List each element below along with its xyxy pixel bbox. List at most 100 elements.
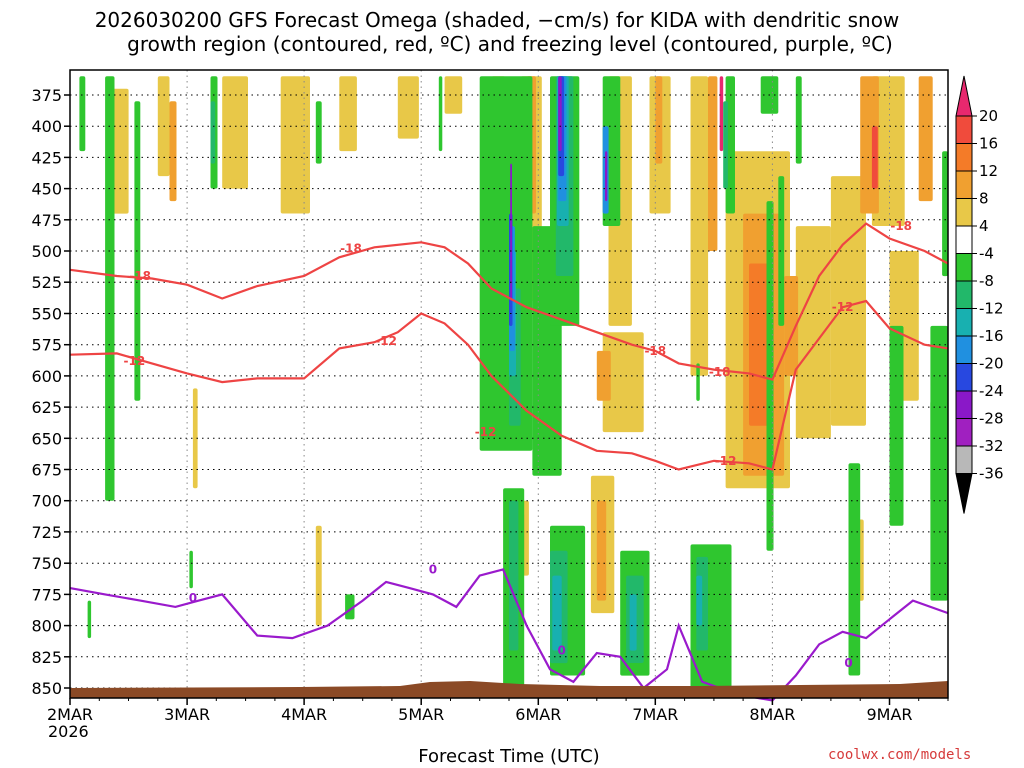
omega-shade-region xyxy=(189,550,193,589)
colorbar-label: -24 xyxy=(979,382,1004,400)
contour-label-m18: -18 xyxy=(644,344,666,358)
omega-shade-region xyxy=(719,76,724,152)
colorbar-swatch xyxy=(955,445,973,474)
y-tick-label: 850 xyxy=(31,679,62,698)
x-tick-label: 4MAR xyxy=(281,705,327,724)
y-tick-label: 575 xyxy=(31,336,62,355)
colorbar-swatch xyxy=(955,363,973,392)
y-tick-label: 425 xyxy=(31,148,62,167)
y-tick-label: 675 xyxy=(31,461,62,480)
omega-shade-region xyxy=(339,76,357,152)
contour-label-m18: -18 xyxy=(340,242,362,256)
omega-shade-region xyxy=(629,594,637,651)
omega-shade-region xyxy=(397,76,419,139)
x-axis: 2MAR 3MAR 4MAR 5MAR 6MAR 7MAR 8MAR 9MAR xyxy=(47,698,949,724)
colorbar-label: -36 xyxy=(979,465,1004,483)
omega-shade-region xyxy=(795,226,831,439)
y-tick-label: 750 xyxy=(31,554,62,573)
contour-line-m18 xyxy=(69,222,949,381)
colorbar-label: -12 xyxy=(979,300,1004,318)
colorbar-label: -20 xyxy=(979,355,1004,373)
y-tick-label: 400 xyxy=(31,117,62,136)
omega-shade-region xyxy=(655,76,663,164)
colorbar-label: 4 xyxy=(979,217,989,235)
y-tick-label: 625 xyxy=(31,398,62,417)
temperature-contours: -18 -18 -18 -18 -18 -12 -12 -12 -12 -12 0 0 0 0 xyxy=(69,219,949,702)
omega-shade-region xyxy=(438,76,443,152)
colorbar-swatch xyxy=(955,335,973,364)
omega-shade-region xyxy=(192,388,198,489)
omega-shade-region xyxy=(596,500,607,601)
omega-shade-region xyxy=(605,151,608,202)
y-tick-label: 500 xyxy=(31,242,62,261)
colorbar-label: 8 xyxy=(979,190,989,208)
contour-label-m12: -12 xyxy=(715,454,737,468)
y-tick-label: 825 xyxy=(31,648,62,667)
omega-shade-region xyxy=(918,76,933,202)
omega-shade-region xyxy=(79,76,86,152)
x-tick-label: 7MAR xyxy=(632,705,678,724)
contour-label-m18: -18 xyxy=(890,219,912,233)
omega-shade-region xyxy=(105,76,115,501)
colorbar-label: -8 xyxy=(979,272,994,290)
y-tick-label: 525 xyxy=(31,273,62,292)
colorbar-bottom-triangle xyxy=(955,473,973,514)
omega-shade-region xyxy=(784,276,799,376)
y-tick-label: 725 xyxy=(31,523,62,542)
x-tick-label: 8MAR xyxy=(749,705,795,724)
omega-shade-region xyxy=(552,575,562,651)
omega-shade-region xyxy=(345,594,355,620)
omega-shade-region xyxy=(795,76,802,164)
omega-shade-region xyxy=(942,151,948,277)
omega-shade-region xyxy=(708,76,718,251)
omega-shade-region xyxy=(749,263,771,426)
y-tick-label: 475 xyxy=(31,211,62,230)
colorbar-swatch xyxy=(955,115,973,144)
omega-shade-region xyxy=(889,325,904,526)
omega-shade-region xyxy=(725,76,735,214)
colorbar-swatch xyxy=(955,143,973,172)
contour-label-m12: -12 xyxy=(832,300,854,314)
contour-label-m18: -18 xyxy=(129,269,151,283)
omega-shade-region xyxy=(222,76,248,189)
y-tick-label: 650 xyxy=(31,429,62,448)
contour-label-m18: -18 xyxy=(709,365,731,379)
colorbar-swatch xyxy=(955,253,973,282)
colorbar-swatch xyxy=(955,390,973,419)
omega-shade-region xyxy=(479,76,533,451)
omega-shade-region xyxy=(558,76,562,152)
omega-shade-region xyxy=(509,500,519,651)
omega-shade-region xyxy=(696,363,700,401)
x-tick-label: 3MAR xyxy=(164,705,210,724)
colorbar-label: -32 xyxy=(979,437,1004,455)
colorbar-swatch xyxy=(955,418,973,447)
colorbar-label: -16 xyxy=(979,327,1004,345)
colorbar-top-triangle xyxy=(955,75,973,117)
chart-title-line-1: 2026030200 GFS Forecast Omega (shaded, −… xyxy=(95,8,900,32)
colorbar-swatch xyxy=(955,225,973,254)
omega-shade-region xyxy=(315,101,322,164)
credit-text: coolwx.com/models xyxy=(828,747,971,763)
omega-shade-region xyxy=(315,525,322,626)
omega-shade-region xyxy=(510,163,512,301)
colorbar-swatch xyxy=(955,280,973,309)
x-axis-year: 2026 xyxy=(48,722,89,741)
omega-shade-region xyxy=(871,126,878,189)
x-tick-label: 9MAR xyxy=(866,705,912,724)
contour-label-zero: 0 xyxy=(189,591,197,605)
omega-shade-region xyxy=(690,76,709,376)
y-axis: 375 400 425 450 475 500 525 550 575 600 625 650 675 7… xyxy=(31,86,70,698)
omega-shade-region xyxy=(723,101,728,189)
contour-line-zero xyxy=(69,568,949,702)
x-tick-label: 2MAR xyxy=(47,705,93,724)
y-tick-label: 600 xyxy=(31,367,62,386)
terrain-ground xyxy=(70,681,948,698)
omega-shade-region xyxy=(444,76,463,114)
contour-label-m12: -12 xyxy=(475,425,497,439)
omega-shading xyxy=(79,76,948,689)
omega-shade-region xyxy=(696,575,703,626)
omega-shade-region xyxy=(848,463,861,676)
omega-shade-region xyxy=(210,101,216,164)
omega-shade-region xyxy=(830,176,866,426)
